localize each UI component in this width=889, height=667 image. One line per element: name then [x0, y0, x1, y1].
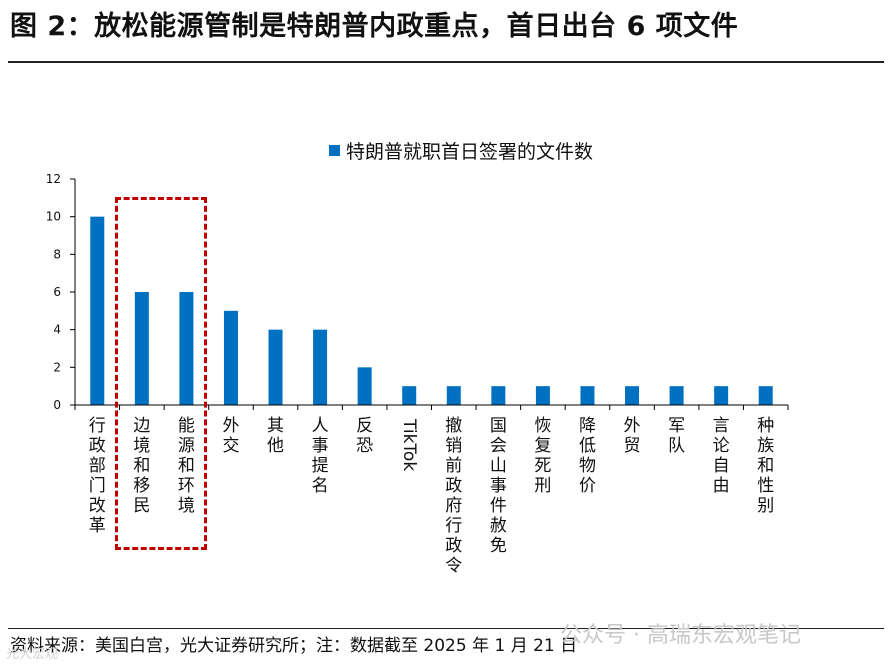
source-note: 资料来源：美国白宫，光大证券研究所；注：数据截至 2025 年 1 月 21 日	[10, 636, 578, 656]
bar-反恐	[357, 367, 372, 405]
y-tick-label: 6	[53, 285, 61, 299]
x-tick-label: 国会山事件赦免	[490, 416, 507, 556]
watermark-corner: 光大宏观	[6, 647, 59, 662]
y-tick-label: 12	[46, 172, 61, 186]
x-tick-label: 外贸	[624, 416, 641, 456]
bar-人事提名	[313, 329, 328, 405]
bar-国会山事件赦免	[491, 386, 506, 405]
bar-能源和环境	[179, 292, 194, 405]
x-tick-label: 人事提名	[312, 416, 329, 496]
bar-行政部门改革	[90, 216, 105, 405]
watermark: 公众号 · 高瑞东宏观笔记	[560, 623, 801, 648]
x-tick-label: 种族和性别	[757, 416, 774, 516]
figure-title: 图 2：放松能源管制是特朗普内政重点，首日出台 6 项文件	[10, 11, 739, 42]
chart-legend: 特朗普就职首日签署的文件数	[329, 137, 593, 163]
x-tick-label: 军队	[668, 416, 685, 456]
bar-言论自由	[714, 386, 729, 405]
x-tick-label: 撤销前政府行政令	[445, 416, 462, 576]
x-tick-label: 其他	[267, 416, 284, 456]
bar-种族和性别	[758, 386, 773, 405]
bar-外交	[223, 310, 238, 405]
bar-撤销前政府行政令	[446, 386, 461, 405]
bar-外贸	[625, 386, 640, 405]
bar-其他	[268, 329, 283, 405]
title-divider	[8, 61, 884, 63]
y-axis: 0 2 4 6 8 10 12	[46, 172, 76, 412]
bar-边境和移民	[134, 292, 149, 405]
bar-恢复死刑	[535, 386, 550, 405]
x-tick-label: 言论自由	[713, 416, 730, 496]
bar-降低物价	[580, 386, 595, 405]
bar-series	[90, 216, 773, 405]
x-tick-label: 能源和环境	[178, 416, 195, 516]
legend-swatch	[329, 144, 340, 156]
x-tick-label: 行政部门改革	[89, 416, 106, 536]
x-tick-label: 反恐	[356, 416, 373, 456]
footer-divider	[8, 628, 884, 629]
x-tick-label: 边境和移民	[133, 416, 150, 516]
legend-label: 特朗普就职首日签署的文件数	[346, 140, 594, 163]
x-tick-label: 外交	[222, 416, 239, 456]
y-tick-label: 8	[53, 247, 61, 261]
x-tick-label: 恢复死刑	[534, 416, 551, 496]
y-tick-label: 4	[53, 323, 61, 337]
y-tick-label: 0	[53, 398, 61, 412]
x-tick-label: 降低物价	[579, 416, 596, 496]
bar-TikTok	[402, 386, 417, 405]
x-tick-label: TikTok	[399, 418, 419, 471]
highlight-dashed-box	[115, 197, 207, 550]
bar-军队	[669, 386, 684, 405]
y-tick-label: 10	[46, 210, 61, 224]
y-tick-label: 2	[53, 360, 61, 374]
